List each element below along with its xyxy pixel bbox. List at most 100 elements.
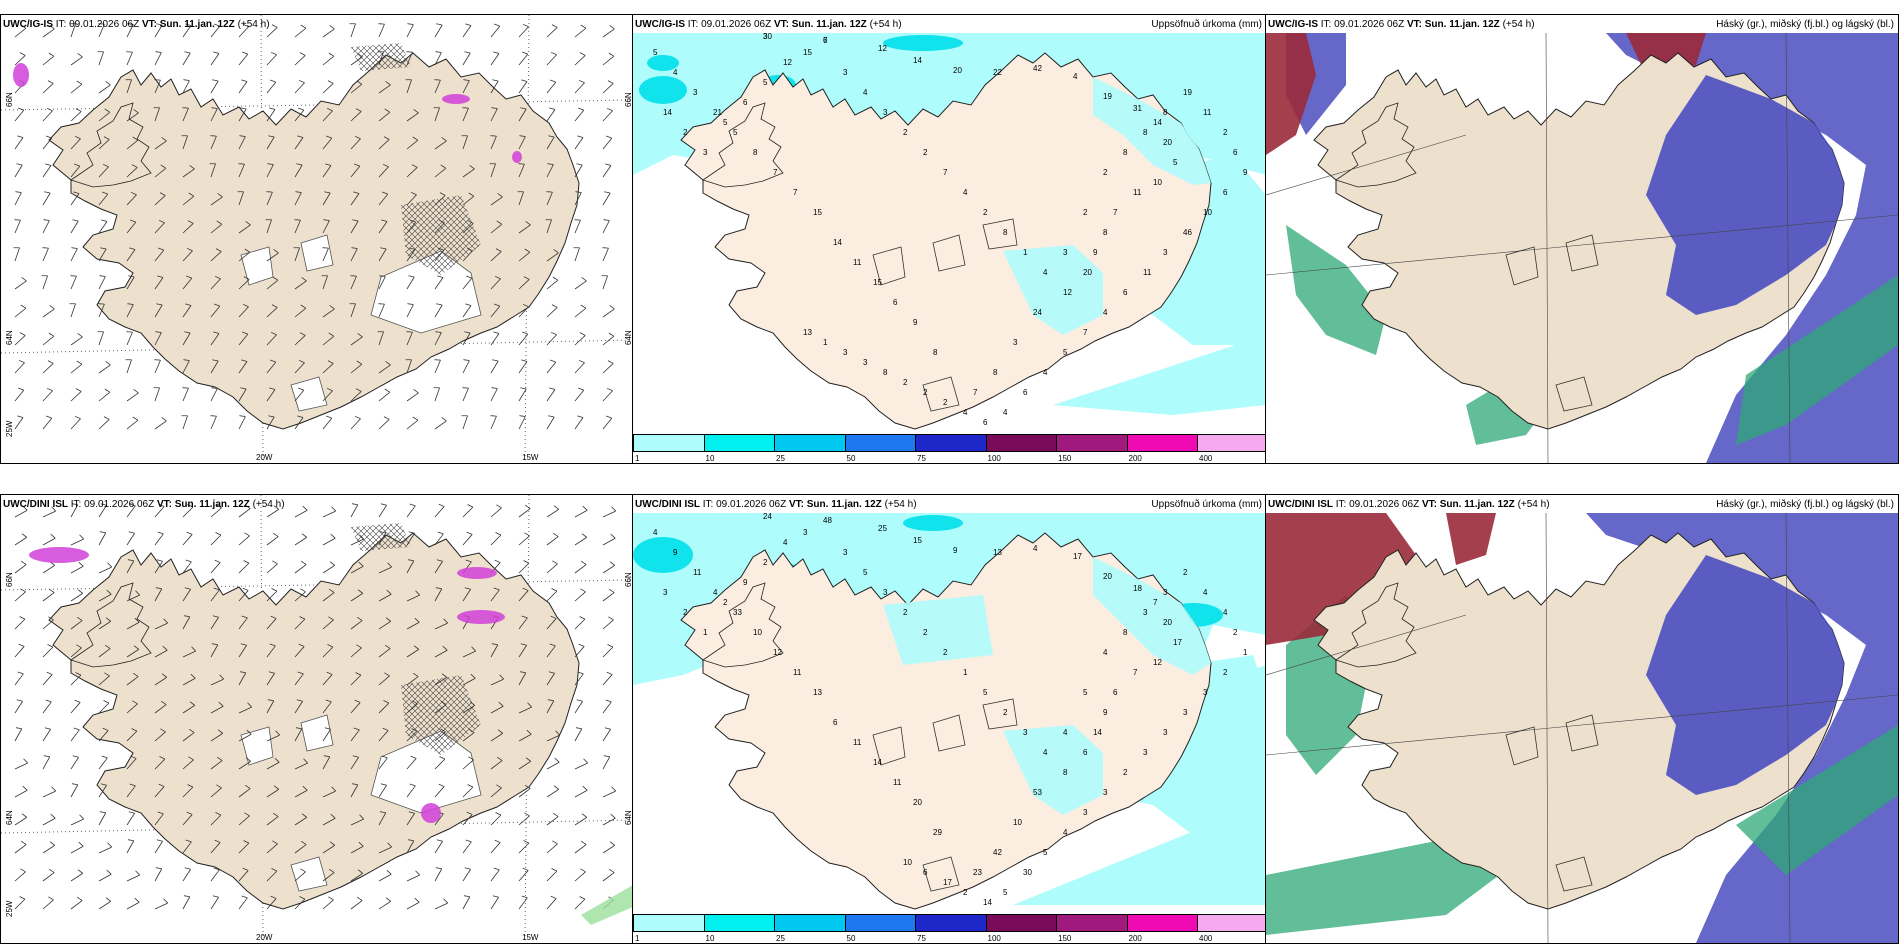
precip-value-label: 3 — [1103, 788, 1108, 797]
precip-value-label: 5 — [1003, 888, 1008, 897]
precip-value-label: 8 — [883, 368, 888, 377]
precip-value-label: 5 — [1173, 158, 1178, 167]
precip-value-label: 8 — [1063, 768, 1068, 777]
precip-value-label: 8 — [1103, 228, 1108, 237]
colorbar-cell — [1056, 434, 1128, 452]
precip-value-label: 5 — [723, 118, 728, 127]
precip-value-label: 9 — [743, 578, 748, 587]
precip-value-label: 46 — [1183, 228, 1192, 237]
precip-value-label: 2 — [923, 628, 928, 637]
precip-value-label: 3 — [1013, 338, 1018, 347]
precip-value-label: 11 — [1143, 268, 1152, 277]
precip-value-label: 8 — [1163, 108, 1168, 117]
precip-value-label: 25 — [878, 524, 887, 533]
lon-label-20w: 20W — [256, 453, 273, 462]
field-title: Uppsöfnuð úrkoma (mm) — [1151, 499, 1262, 510]
precip-value-label: 6 — [1023, 388, 1028, 397]
precip-value-label: 5 — [1063, 348, 1068, 357]
precip-value-label: 12 — [1153, 658, 1162, 667]
precip-value-label: 13 — [813, 688, 822, 697]
panel-precip-dini: 24 48 25 15 9 13 4 17 20 18 7 20 17 12 7 6 9 14 6 8 53 10 42 23… — [632, 494, 1267, 944]
precip-value-label: 23 — [973, 868, 982, 877]
precip-value-label: 15 — [913, 536, 922, 545]
colorbar-cell — [633, 914, 705, 932]
precip-value-label: 4 — [1103, 648, 1108, 657]
colorbar-cell — [844, 914, 916, 932]
lon-label-20w: 20W — [256, 933, 273, 942]
precip-value-label: 14 — [663, 108, 672, 117]
precip-value-label: 9 — [1093, 248, 1098, 257]
precip-value-label: 14 — [833, 238, 842, 247]
colorbar-label: 200 — [1128, 934, 1142, 943]
precip-value-label: 13 — [993, 548, 1002, 557]
lat-label-66n: 66N — [5, 92, 14, 107]
precip-value-label: 20 — [1083, 268, 1092, 277]
precip-value-label: 29 — [933, 828, 942, 837]
precip-value-label: 22 — [993, 68, 1002, 77]
colorbar-cell — [915, 914, 987, 932]
precip-value-label: 3 — [843, 68, 848, 77]
lon-label-25w: 25W — [5, 900, 14, 917]
precip-value-label: 4 — [673, 68, 678, 77]
precip-value-label: 20 — [1163, 618, 1172, 627]
precip-value-label: 4 — [1003, 408, 1008, 417]
precip-value-label: 3 — [1023, 728, 1028, 737]
precip-value-label: 4 — [963, 188, 968, 197]
precip-value-label: 6 — [893, 298, 898, 307]
precip-value-label: 3 — [1163, 588, 1168, 597]
precip-value-label: 3 — [1203, 688, 1208, 697]
precip-value-label: 1 — [1023, 248, 1028, 257]
precip-value-label: 10 — [903, 858, 912, 867]
precip-value-label: 6 — [1083, 748, 1088, 757]
precip-value-label: 3 — [1063, 248, 1068, 257]
colorbar-label: 75 — [917, 454, 926, 463]
colorbar-label: 100 — [987, 454, 1001, 463]
lat-label-64n: 64N — [5, 810, 14, 825]
map-wind-dini — [1, 495, 633, 943]
map-wind-ig-is — [1, 15, 633, 463]
precip-value-label: 8 — [993, 368, 998, 377]
precip-value-label: 6 — [1123, 288, 1128, 297]
precip-value-label: 10 — [1153, 178, 1162, 187]
precip-value-label: 2 — [943, 648, 948, 657]
colorbar-cell — [703, 434, 775, 452]
precip-value-label: 14 — [873, 758, 882, 767]
precip-value-label: 8 — [1123, 628, 1128, 637]
precip-value-label: 4 — [1063, 728, 1068, 737]
colorbar-cell — [703, 914, 775, 932]
precip-value-label: 12 — [878, 44, 887, 53]
precip-value-label: 33 — [733, 608, 742, 617]
lon-label-15w: 15W — [522, 933, 539, 942]
precip-value-label: 12 — [773, 648, 782, 657]
precip-value-label: 30 — [763, 32, 772, 41]
precip-value-label: 42 — [1033, 64, 1042, 73]
precip-value-label: 3 — [843, 348, 848, 357]
field-title: Háský (gr.), miðský (fj.bl.) og lágský (… — [1716, 499, 1894, 510]
precip-value-label: 10 — [1013, 818, 1022, 827]
precip-value-label: 15 — [803, 48, 812, 57]
precip-value-label: 1 — [823, 338, 828, 347]
precip-value-label: 14 — [913, 56, 922, 65]
precip-value-label: 6 — [1223, 188, 1228, 197]
colorbar-cell — [915, 434, 987, 452]
precip-value-label: 2 — [1233, 628, 1238, 637]
colorbar-label: 25 — [776, 934, 785, 943]
precip-value-label: 3 — [1163, 248, 1168, 257]
precip-value-label: 6 — [923, 868, 928, 877]
precip-value-label: 15 — [813, 208, 822, 217]
precip-value-label: 2 — [1183, 568, 1188, 577]
precip-value-label: 14 — [1093, 728, 1102, 737]
precip-value-label: 3 — [803, 528, 808, 537]
precip-value-label: 20 — [1103, 572, 1112, 581]
precip-value-label: 12 — [783, 58, 792, 67]
precip-value-label: 5 — [653, 48, 658, 57]
precip-value-label: 7 — [1083, 328, 1088, 337]
colorbar-label: 10 — [705, 934, 715, 943]
colorbar-label: 150 — [1058, 934, 1072, 943]
precip-value-label: 4 — [1063, 828, 1068, 837]
precip-value-label: 2 — [723, 598, 728, 607]
precip-value-label: 3 — [763, 32, 768, 41]
colorbar-cell — [774, 434, 846, 452]
precip-value-label: 5 — [863, 568, 868, 577]
